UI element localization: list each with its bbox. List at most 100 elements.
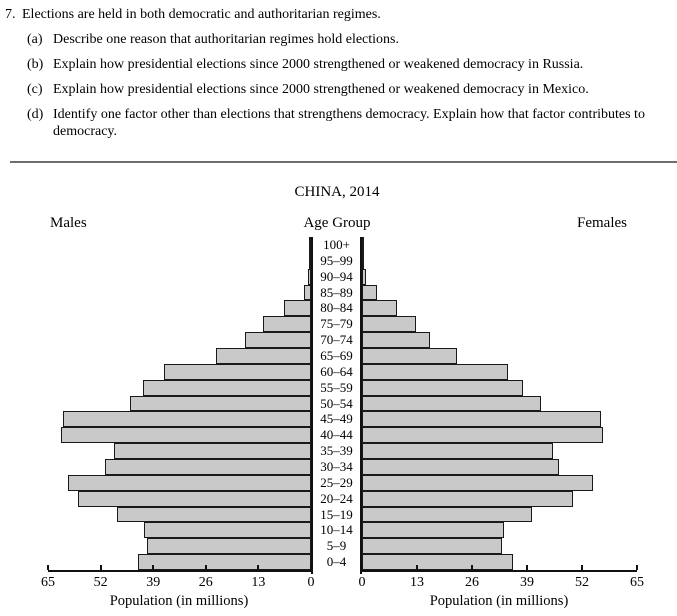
part-b-text: Explain how presidential elections since… [53,57,584,72]
male-bar [116,506,311,523]
axis-tick [47,565,49,570]
male-bar-cell [48,490,311,507]
female-bar-cell [362,237,637,253]
part-a-label: (a) [27,32,43,47]
male-bar-cell [48,474,311,491]
question-part-b: (b) Explain how presidential elections s… [27,56,673,73]
pyramid-row: 50–54 [48,395,637,412]
pyramid-row: 25–29 [48,474,637,491]
axis-tick-label: 0 [307,575,315,590]
axis-tick [636,565,638,570]
female-bar [362,316,417,333]
pyramid-row: 80–84 [48,300,637,317]
female-bar [362,363,508,380]
part-b-label: (b) [27,57,44,72]
female-bar-cell [362,411,637,428]
age-group-label: 60–64 [320,363,353,379]
male-bar [303,284,311,301]
axis-tick [416,565,418,570]
female-bar [362,490,573,507]
pyramid-row: 90–94 [48,268,637,285]
female-bar-cell [362,395,637,412]
axis-tick-label: 65 [630,575,644,590]
age-group-header: Age Group [303,215,371,231]
male-bar [68,474,311,491]
axis-tick-label: 39 [520,575,534,590]
male-x-axis [47,565,312,572]
female-bar-cell [362,379,637,396]
age-group-label: 90–94 [320,268,353,284]
male-bar-cell [48,363,311,380]
male-axis-caption: Population (in millions) [109,593,249,609]
male-bar-cell [48,284,311,301]
female-bar [362,427,604,444]
male-bar-cell [48,427,311,444]
axis-tick-label: 52 [93,575,108,590]
male-bar [309,237,311,253]
question-block: 7. Elections are held in both democratic… [5,6,673,148]
female-bar [362,506,532,523]
male-bar [144,522,311,539]
pyramid-row: 20–24 [48,490,637,507]
pyramid-row: 10–14 [48,522,637,539]
female-bar-cell [362,348,637,364]
age-group-label: 10–14 [320,522,353,538]
male-bar [129,395,311,412]
female-bar-cell [362,443,637,460]
male-bar [309,252,311,269]
question-part-c: (c) Explain how presidential elections s… [27,81,673,98]
female-bar-cell [362,459,637,475]
pyramid-row: 60–64 [48,363,637,380]
female-x-axis [361,565,638,572]
axis-tick-label: 13 [251,575,266,590]
female-bar-cell [362,284,637,301]
part-a-text: Describe one reason that authoritarian r… [53,32,399,47]
male-bar [215,348,311,364]
axis-tick-label: 65 [41,575,55,590]
axis-tick [204,565,207,570]
male-bar-cell [48,300,311,317]
age-group-label: 85–89 [320,284,353,300]
female-bar [362,237,364,253]
female-bar-cell [362,252,637,269]
axis-tick [581,565,583,570]
male-bar [143,379,311,396]
axis-tick-label: 13 [410,575,424,590]
axis-tick-label: 26 [465,575,479,590]
male-bar-cell [48,411,311,428]
female-bar-cell [362,316,637,333]
age-group-label: 75–79 [320,316,353,332]
axis-tick [310,565,312,570]
question-stem-text: Elections are held in both democratic an… [22,7,381,22]
question-number: 7. [5,7,16,22]
part-c-label: (c) [27,82,43,97]
male-bar-cell [48,348,311,364]
female-bar [362,459,560,475]
female-bar-cell [362,363,637,380]
pyramid-row: 5–9 [48,538,637,555]
pyramid-row: 35–39 [48,443,637,460]
axis-tick-label: 39 [146,575,161,590]
pyramid-row: 45–49 [48,411,637,428]
male-bar [284,300,311,317]
pyramid-row: 15–19 [48,506,637,523]
part-d-label: (d) [27,107,44,122]
male-bar-cell [48,268,311,285]
axis-tick [361,565,363,570]
male-bar [78,490,311,507]
female-bar-cell [362,538,637,555]
female-bar [362,252,364,269]
female-bar [362,395,541,412]
horizontal-divider [10,161,677,163]
female-bar [362,443,553,460]
female-bar [362,522,505,539]
female-bar [362,268,367,285]
axis-tick [99,565,102,570]
age-group-label: 40–44 [320,427,353,443]
age-group-label: 30–34 [320,459,353,475]
female-bar-cell [362,300,637,317]
male-bar-cell [48,506,311,523]
age-group-label: 95–99 [320,252,353,268]
population-pyramid-chart: CHINA, 2014 Males Age Group Females 100+… [0,170,677,616]
female-bar-cell [362,490,637,507]
